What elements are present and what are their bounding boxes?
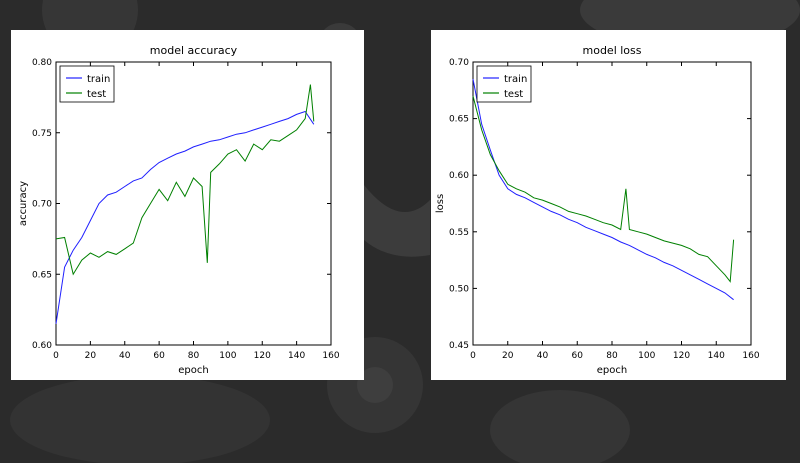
x-tick-label: 20 (502, 351, 514, 361)
chart-title: model accuracy (150, 44, 238, 57)
x-axis-label: epoch (597, 365, 627, 376)
plot-frame (472, 61, 752, 346)
chart-title: model loss (583, 44, 642, 57)
x-tick-label: 100 (219, 351, 236, 361)
series-line-train (472, 78, 734, 301)
x-tick-label: 140 (708, 351, 725, 361)
y-tick-label: 0.70 (32, 200, 52, 210)
x-tick-label: 120 (673, 351, 690, 361)
legend-label-train: train (504, 74, 527, 85)
plot-frame (55, 61, 332, 346)
legend-box (59, 65, 115, 103)
x-tick-label: 0 (470, 351, 476, 361)
y-tick-label: 0.65 (32, 270, 52, 280)
loss-chart-panel: model loss 0 20 40 60 80 100 120 140 160 0.45 0.50 0… (431, 30, 786, 380)
series-line-test (472, 95, 735, 283)
y-tick-label: 0.80 (32, 58, 52, 68)
y-tick-label: 0.75 (32, 129, 52, 139)
pear-shape (490, 390, 630, 463)
watermelon-shape (364, 185, 430, 257)
series-line-test (55, 84, 315, 276)
y-tick-label: 0.65 (449, 115, 469, 125)
kiwi-core-shape (357, 367, 393, 403)
x-tick-label: 160 (742, 351, 759, 361)
x-tick-label: 100 (638, 351, 655, 361)
legend-label-train: train (87, 74, 110, 85)
legend-label-test: test (504, 89, 523, 100)
y-axis-label: loss (435, 194, 446, 213)
legend-box (476, 65, 532, 103)
y-axis-label: accuracy (18, 181, 29, 226)
accuracy-chart: model accuracy 0 20 40 60 80 100 120 140 160 0.60 0… (18, 44, 340, 376)
y-tick-label: 0.60 (449, 171, 469, 181)
x-tick-label: 160 (322, 351, 339, 361)
x-tick-label: 40 (537, 351, 549, 361)
x-tick-label: 120 (254, 351, 271, 361)
x-tick-label: 0 (53, 351, 59, 361)
x-tick-label: 60 (572, 351, 584, 361)
y-tick-label: 0.50 (449, 284, 469, 294)
y-tick-label: 0.60 (32, 341, 52, 351)
loss-chart: model loss 0 20 40 60 80 100 120 140 160 0.45 0.50 0… (435, 44, 760, 376)
x-axis-label: epoch (178, 365, 208, 376)
y-tick-label: 0.55 (449, 228, 469, 238)
y-tick-label: 0.70 (449, 58, 469, 68)
x-tick-label: 20 (85, 351, 97, 361)
series-line-train (55, 110, 315, 324)
accuracy-chart-panel: model accuracy 0 20 40 60 80 100 120 140 160 0.60 0… (11, 30, 364, 380)
x-tick-label: 80 (606, 351, 618, 361)
x-tick-label: 80 (188, 351, 200, 361)
y-tick-label: 0.45 (449, 341, 469, 351)
x-tick-label: 40 (119, 351, 131, 361)
banana-shape (10, 375, 270, 463)
legend-label-test: test (87, 89, 106, 100)
x-tick-label: 60 (153, 351, 165, 361)
x-tick-label: 140 (288, 351, 305, 361)
